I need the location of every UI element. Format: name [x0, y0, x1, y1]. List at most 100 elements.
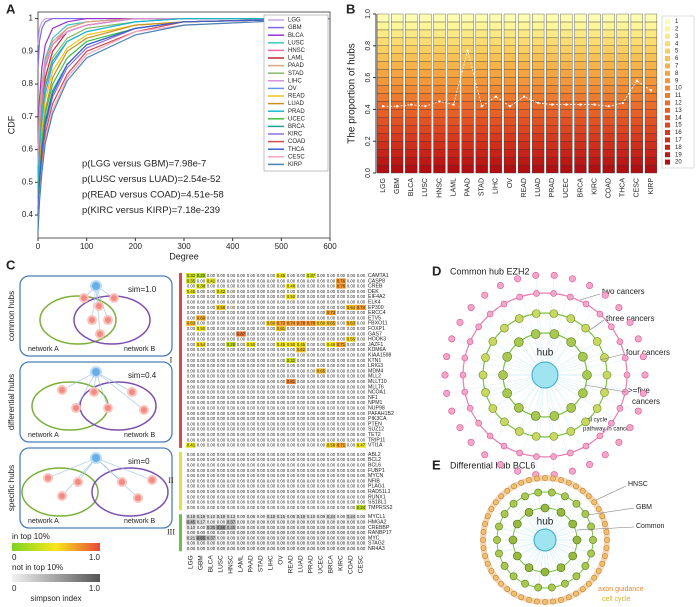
heatmap-value: 0.00	[237, 452, 246, 457]
heatmap-value: 0.00	[207, 494, 216, 499]
bar-segment	[602, 109, 615, 118]
heatmap-value: 0.00	[217, 321, 226, 326]
node	[579, 487, 586, 494]
heatmap-value: 0.00	[187, 400, 196, 405]
bar-segment	[588, 85, 601, 94]
heatmap-value: 0.00	[327, 284, 336, 289]
heatmap-value: 0.00	[257, 457, 266, 462]
x-tick-label: LIHC	[493, 178, 500, 194]
heatmap-value: 0.00	[337, 374, 346, 379]
gene-label: DEK	[368, 289, 379, 295]
heatmap-value: 0.00	[277, 358, 286, 363]
heatmap-value: 0.00	[307, 284, 316, 289]
heatmap-value: 0.00	[187, 315, 196, 320]
bar-segment	[503, 45, 517, 54]
annotation: p(LGG versus GBM)=7.98e-7	[82, 159, 206, 170]
heatmap-value: 0.19	[267, 514, 276, 519]
heatmap-value: 0.00	[227, 390, 236, 395]
node	[526, 477, 532, 484]
heatmap-value: 0.00	[247, 368, 256, 373]
heatmap-value: 0.00	[317, 505, 326, 510]
heatmap-value: 0.00	[247, 278, 256, 283]
heatmap-value: 0.00	[357, 363, 366, 368]
bar-segment	[517, 148, 531, 158]
x-tick-label: LGG	[380, 178, 387, 193]
bar-segment	[532, 133, 545, 142]
heatmap-value: 0.00	[307, 452, 316, 457]
legend-label: HNSC	[288, 48, 306, 54]
node	[133, 493, 143, 503]
heatmap-value: 0.00	[307, 384, 316, 389]
heatmap-value: 0.00	[187, 432, 196, 437]
bar-segment	[616, 45, 629, 54]
x-tick-label: 500	[275, 242, 289, 251]
heatmap-value: 0.00	[227, 284, 236, 289]
x-tick-label: LUAD	[535, 178, 542, 197]
heatmap-value: 0.00	[337, 468, 346, 473]
bar-segment	[391, 77, 404, 86]
heatmap-value: 0.45	[277, 273, 286, 278]
bar-segment	[503, 125, 517, 134]
heatmap-value: 0.00	[327, 363, 336, 368]
mean-point	[381, 105, 385, 108]
heatmap-value: 0.00	[227, 462, 236, 467]
column-label: GBM	[198, 555, 205, 570]
legend-label: KIRC	[288, 132, 303, 138]
heatmap-value: 0.00	[357, 411, 366, 416]
heatmap-value: 0.49	[327, 342, 336, 347]
heatmap-value: 0.00	[327, 315, 336, 320]
heatmap-value: 0.00	[197, 411, 206, 416]
bar-segment	[433, 125, 446, 134]
bar-segment	[461, 164, 474, 174]
heatmap-value: 0.00	[267, 411, 276, 416]
node	[550, 598, 556, 605]
heatmap-value: 0.00	[217, 294, 226, 299]
node	[568, 519, 578, 529]
heatmap-value: 0.50	[287, 294, 296, 299]
mean-line	[383, 50, 652, 107]
heatmap-value: 0.61	[277, 326, 286, 331]
heatmap-value: 0.00	[307, 315, 316, 320]
heatmap-value: 0.00	[257, 432, 266, 437]
heatmap-value: 0.00	[287, 505, 296, 510]
heatmap-value: 0.00	[247, 390, 256, 395]
heatmap-value: 0.00	[277, 489, 286, 494]
legend-label: 13	[675, 108, 682, 114]
heatmap-value: 0.00	[277, 421, 286, 426]
heatmap-value: 0.00	[327, 546, 336, 551]
bar-segment	[574, 45, 587, 54]
heatmap-value: 0.00	[187, 437, 196, 442]
node	[639, 389, 647, 397]
node	[621, 354, 629, 362]
colorbar	[12, 543, 100, 551]
bar-segment	[560, 69, 573, 78]
heatmap-value: 0.00	[267, 535, 276, 540]
bar-segment	[588, 148, 601, 158]
x-tick-label: LUSC	[422, 178, 429, 197]
bar-segment	[503, 156, 517, 166]
heatmap-value: 0.00	[197, 416, 206, 421]
mean-point	[438, 100, 441, 103]
heatmap-value: 0.00	[207, 484, 216, 489]
heatmap-value: 0.00	[227, 331, 236, 336]
mean-point	[536, 101, 540, 105]
node	[556, 507, 566, 517]
heatmap-value: 0.00	[307, 299, 316, 304]
node	[634, 335, 642, 343]
y-tick-label: 0.0	[365, 168, 372, 178]
heatmap-value: 0.00	[237, 535, 246, 540]
heatmap-value: 0.00	[227, 478, 236, 483]
bar-segment	[616, 133, 629, 142]
heatmap-value: 0.00	[347, 541, 356, 546]
heatmap-value: 0.37	[307, 273, 316, 278]
cdf-line	[37, 17, 331, 216]
edge	[95, 371, 133, 393]
heatmap-value: 0.00	[217, 310, 226, 315]
heatmap-value: 0.00	[297, 432, 306, 437]
legend-swatch	[665, 56, 670, 61]
heatmap-value: 0.00	[237, 457, 246, 462]
bar-segment	[475, 21, 488, 31]
node	[573, 590, 579, 597]
heatmap-value: 0.00	[227, 535, 236, 540]
heatmap-value: 0.00	[337, 452, 346, 457]
